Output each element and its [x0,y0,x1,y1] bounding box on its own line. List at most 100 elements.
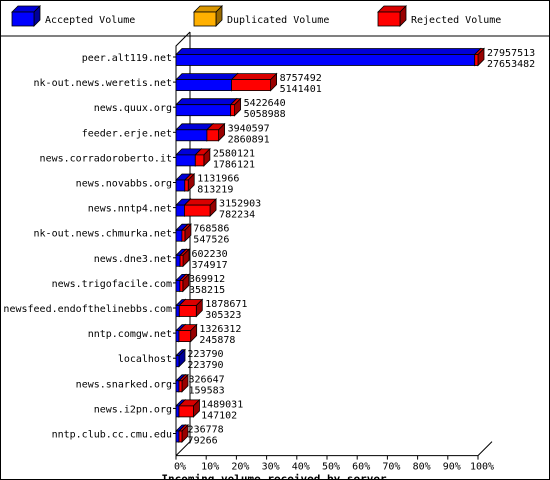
total-value-label: 223790 [187,349,223,360]
x-tick-label: 10% [201,462,219,473]
category-label: news.corradoroberto.it [40,153,172,164]
bar-accepted-front [175,179,186,192]
accepted-value-label: 223790 [187,360,223,371]
x-tick-label: 100% [470,462,494,473]
legend-label-accepted-volume: Accepted Volume [45,15,135,26]
total-value-label: 1131966 [197,174,239,185]
x-tick-label: 30% [262,462,280,473]
total-value-label: 1489031 [201,399,243,410]
legend-swatch-accepted-volume-front [11,11,35,27]
accepted-value-label: 547526 [193,235,229,246]
category-label: news.snarked.org [76,379,172,390]
bar-rejected-front [178,380,183,393]
category-label: news.dne3.net [94,254,172,265]
bar-accepted-top [175,73,239,80]
bar-rejected-front [206,129,219,142]
category-label: news.quux.org [94,103,172,114]
total-value-label: 326647 [189,374,225,385]
bar-accepted-front [175,305,180,317]
x-tick-label: 20% [231,462,249,473]
bar-rejected [473,47,485,67]
total-value-label: 236778 [188,425,224,436]
bar-rejected [178,298,204,318]
bar-rejected [205,122,226,142]
accepted-value-label: 358215 [189,285,225,296]
x-tick-label: 40% [292,462,310,473]
x-tick-label: 60% [352,462,370,473]
bar-rejected-front [181,229,186,242]
accepted-value-label: 1786121 [213,159,255,170]
category-label: feeder.erje.net [82,128,172,139]
bar-rejected-front [194,154,205,167]
bar-rejected-front [231,79,271,91]
accepted-value-label: 782234 [219,210,255,221]
bar-rejected-front [178,430,183,443]
bar-rejected [178,273,190,293]
legend-swatch-rejected-volume [377,5,407,27]
bar-accepted-front [175,129,208,142]
y-axis-line [175,31,191,456]
bar-accepted [175,47,482,67]
x-tick-label: 90% [443,462,461,473]
bar-rejected [178,398,201,418]
legend-swatch-rejected-volume-front [377,11,401,27]
x-tick-label: 0% [174,462,186,473]
accepted-value-label: 79266 [188,436,218,447]
legend-label-rejected-volume: Rejected Volume [411,15,501,26]
bar-accepted-front [175,430,180,443]
bar-rejected [180,223,192,243]
bar-accepted [175,97,238,117]
category-label: news.trigofacile.com [52,279,172,290]
bar-rejected [179,248,191,268]
total-value-label: 1326312 [199,324,241,335]
bar-accepted-front [175,330,180,343]
bar-accepted-front [175,355,180,368]
bar-accepted [175,348,186,368]
bar-accepted-front [175,405,180,418]
total-value-label: 602230 [192,249,228,260]
legend-swatch-duplicated-volume-front [193,11,217,27]
bar-accepted-front [175,79,232,91]
bar-rejected-front [178,305,197,317]
bar-accepted-top [175,98,238,106]
accepted-value-label: 305323 [205,310,241,321]
total-value-label: 3940597 [228,123,270,134]
category-label: nk-out.news.chmurka.net [34,229,172,240]
category-label: localhost [118,354,172,365]
total-value-label: 2580121 [213,148,255,159]
floor-edge [175,441,191,456]
bar-rejected [229,97,242,117]
x-tick-label: 80% [413,462,431,473]
bar-rejected-front [178,405,194,418]
bar-accepted-front [175,104,232,117]
category-label: peer.alt119.net [82,53,172,64]
bar-rejected [183,173,196,192]
bar-accepted-front [175,229,183,242]
accepted-value-label: 147102 [201,410,237,421]
bar-accepted-top [175,48,482,55]
legend-swatch-duplicated-volume [193,5,223,27]
accepted-value-label: 374917 [192,260,228,271]
x-tick-label: 70% [382,462,400,473]
category-label: newsfeed.endofthelinebbs.com [3,304,172,315]
bar-rejected [178,373,189,393]
bar-accepted-front [175,154,196,167]
bar-accepted-front [175,380,180,393]
x-tick-label: 50% [322,462,340,473]
bar-accepted-front [175,204,185,217]
bar-rejected-front [474,54,479,66]
bar-rejected-front [178,330,192,343]
category-label: nntp.comgw.net [88,329,172,340]
total-value-label: 5422640 [244,98,286,109]
bar-rejected-front [230,104,235,117]
bar-rejected [183,198,218,218]
x-axis-title: Incoming volume received by server [161,473,387,480]
x-axis-line [176,441,493,457]
accepted-value-label: 159583 [189,385,225,396]
bar-rejected-front [179,279,184,292]
total-value-label: 1878671 [205,299,247,310]
total-value-label: 8757492 [280,73,322,84]
bar-rejected-front [184,179,189,192]
bar-accepted-front [175,279,181,292]
accepted-value-label: 27653482 [487,59,535,70]
